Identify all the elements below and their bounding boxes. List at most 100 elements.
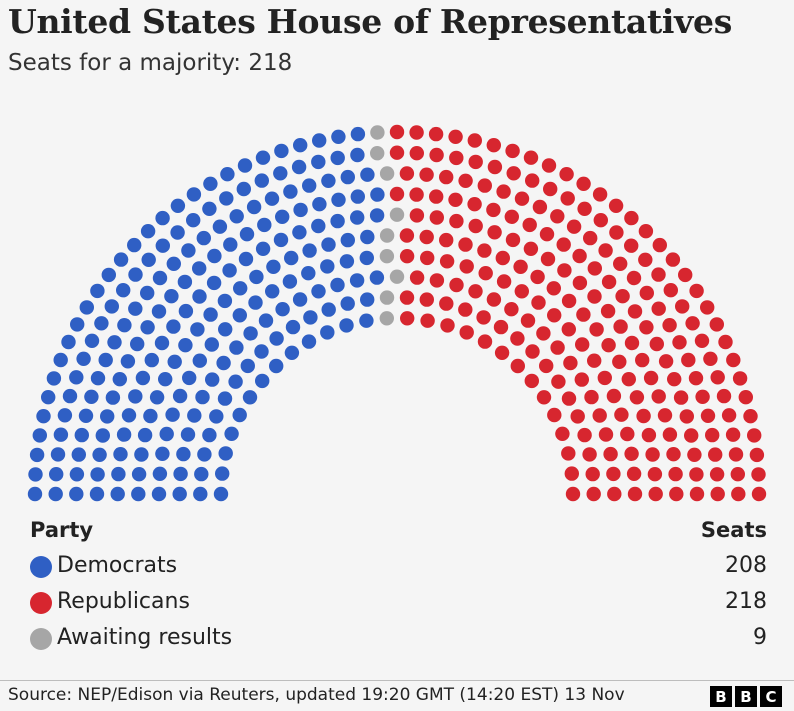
legend-item-label: Republicans [57, 589, 190, 614]
seat-dot [379, 290, 395, 305]
seat-dot [100, 409, 115, 424]
seat-dot [576, 176, 591, 191]
seat-dot [170, 225, 185, 240]
seat-dot [607, 486, 622, 502]
seat-dot [448, 129, 463, 144]
seat-dot [216, 355, 231, 371]
seat-dot [601, 338, 616, 353]
seat-dot [360, 292, 375, 307]
seat-dot [645, 447, 660, 462]
seat-dot [731, 486, 746, 502]
seat-dot [505, 143, 520, 159]
seat-dot [379, 311, 394, 326]
seat-dot [513, 259, 528, 274]
seat-dot [215, 466, 230, 481]
seat-dot [78, 408, 94, 423]
seat-dot [587, 261, 602, 276]
seat-dot [709, 317, 724, 332]
seat-dot [110, 486, 125, 502]
seat-dot [219, 191, 234, 206]
seat-dot [192, 289, 207, 304]
seat-dot [61, 334, 76, 350]
seat-dot [399, 290, 415, 305]
seat-dot [71, 447, 87, 462]
seat-dot [620, 426, 635, 442]
seat-dot [369, 208, 385, 223]
seat-dot [439, 254, 455, 269]
seat-dot [291, 159, 307, 175]
seat-dot [29, 447, 45, 463]
seat-dot [173, 466, 188, 482]
seat-dot [523, 150, 539, 165]
seat-dot [141, 252, 156, 267]
seat-dot [240, 358, 255, 374]
seat-dot [496, 274, 512, 289]
seat-dot [576, 307, 591, 322]
seat-dot [213, 486, 229, 502]
seat-dot [195, 389, 210, 405]
seat-dot [587, 353, 602, 368]
seat-dot [94, 316, 109, 331]
seat-dot [467, 197, 482, 212]
seat-dot [751, 486, 767, 502]
seat-dot [638, 252, 653, 267]
seat-dot [32, 428, 47, 443]
seat-dot [350, 147, 365, 163]
seat-dot [420, 313, 435, 328]
seat-dot [525, 344, 540, 359]
source-note: Source: NEP/Edison via Reuters, updated … [8, 685, 625, 705]
seat-dot [449, 213, 464, 229]
seat-dot [560, 191, 575, 206]
seat-dot [409, 125, 424, 140]
seat-dot [111, 466, 126, 482]
seat-dot [331, 192, 346, 207]
seat-dot [202, 427, 217, 443]
awaiting-dot-icon [30, 628, 52, 650]
seat-dot [339, 254, 355, 269]
seat-dot [178, 338, 193, 353]
seat-dot [46, 371, 62, 386]
seat-dot [104, 299, 120, 314]
seat-dot [330, 150, 345, 166]
seat-dot [575, 337, 590, 352]
seat-dot [130, 336, 145, 352]
seat-dot [684, 428, 699, 443]
seat-dot [440, 318, 455, 333]
seat-dot [459, 259, 474, 274]
seat-dot [222, 263, 237, 278]
seat-dot [151, 304, 167, 319]
republicans-dot-icon [30, 592, 52, 614]
seat-dot [668, 466, 683, 482]
seat-dot [651, 301, 666, 316]
seat-dot [187, 408, 202, 423]
seat-dot [708, 447, 723, 462]
seat-dot [563, 355, 578, 371]
seat-dot [557, 263, 572, 278]
seat-dot [409, 270, 425, 285]
seat-dot [399, 166, 415, 181]
seat-dot [468, 284, 483, 299]
seat-dot [128, 389, 143, 404]
seat-dot [255, 150, 271, 165]
seat-dot [177, 274, 193, 290]
seat-dot [709, 467, 725, 482]
seat-dot [559, 167, 574, 182]
seat-dot [624, 238, 639, 253]
seat-dot [572, 275, 588, 291]
seat-dot [476, 310, 491, 325]
seat-dot [330, 213, 345, 229]
seat-dot [311, 154, 326, 170]
seat-dot [49, 467, 64, 482]
seat-dot [116, 283, 131, 298]
seat-dot [301, 266, 316, 281]
seat-dot [113, 252, 129, 267]
seat-dot [50, 447, 66, 462]
seat-dot [649, 336, 664, 352]
seat-dot [543, 181, 558, 197]
seat-dot [547, 308, 562, 323]
seat-dot [292, 292, 308, 307]
seat-dot [536, 326, 551, 341]
seat-dot [217, 391, 233, 406]
seat-dot [128, 301, 143, 316]
seat-dot [170, 198, 186, 213]
